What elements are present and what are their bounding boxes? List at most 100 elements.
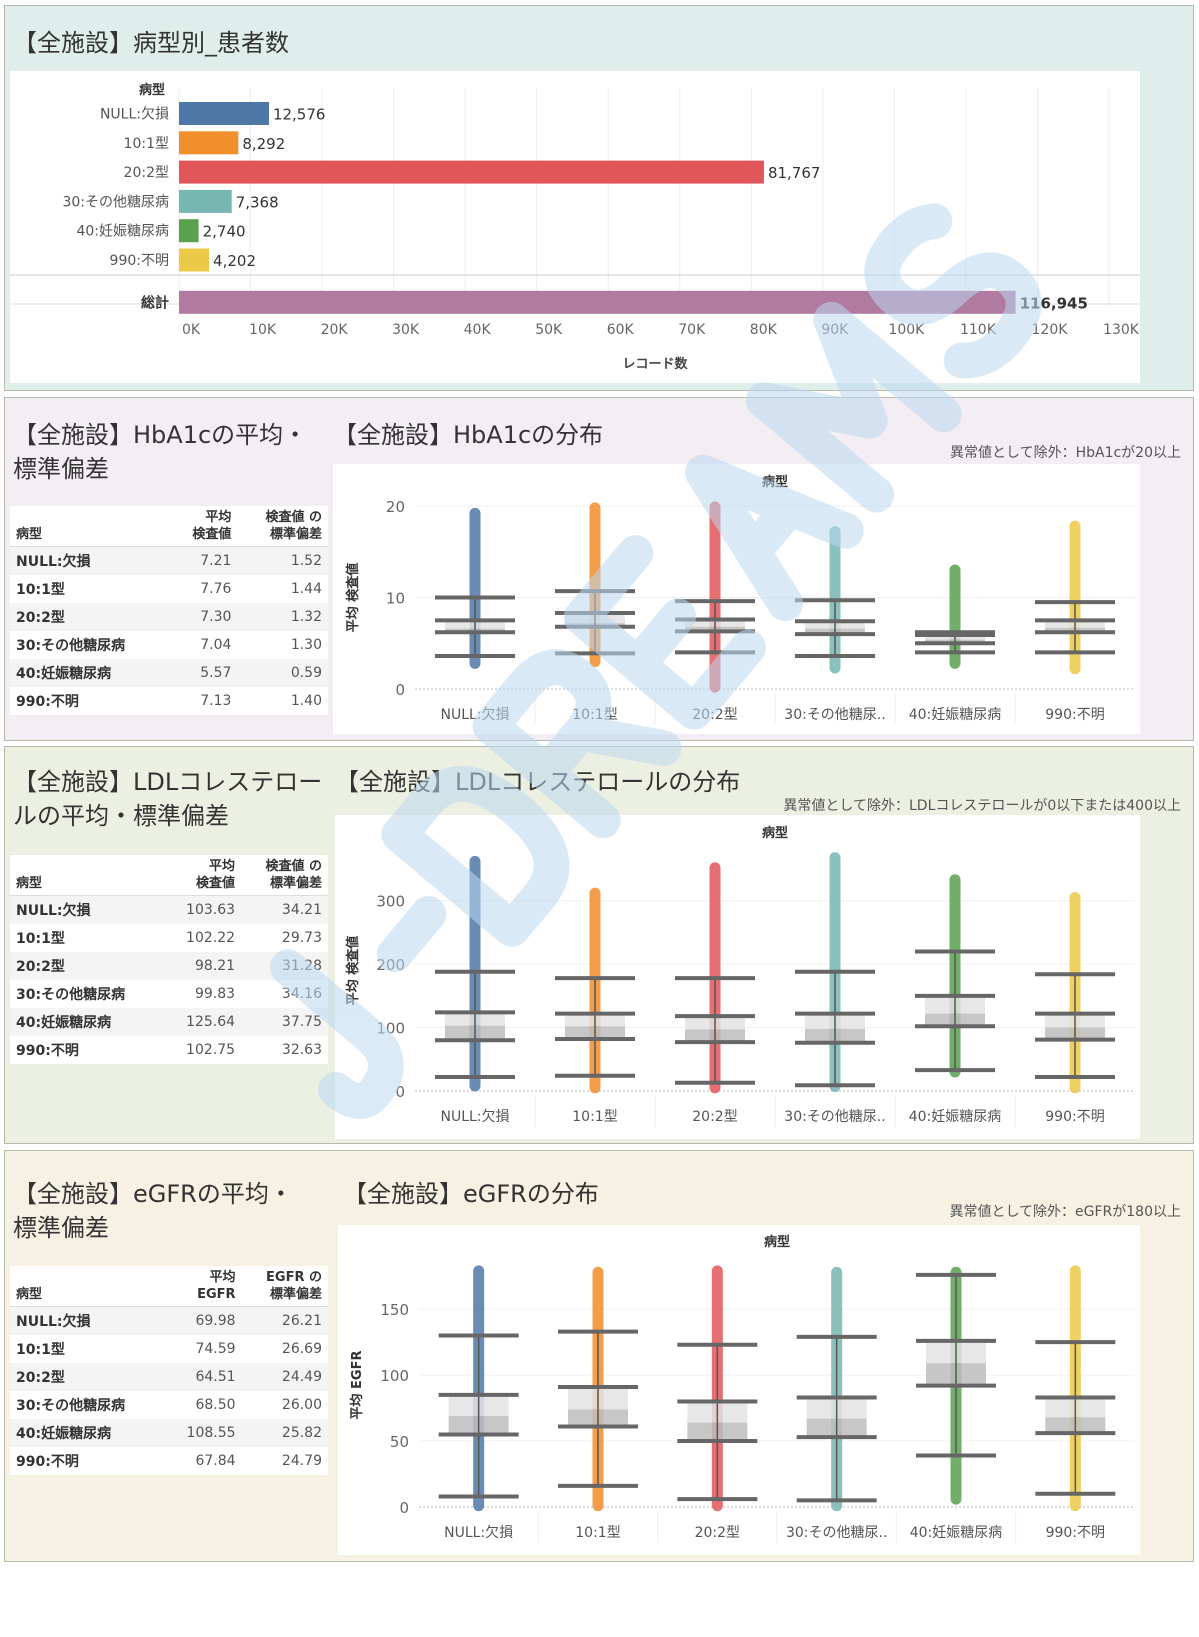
table-cell: 1.32 (237, 602, 328, 631)
y-axis-title: 平均 検査値 (345, 936, 361, 1006)
table-row: 30:その他糖尿病 7.04 1.30 (10, 631, 328, 659)
exclusion-note: 異常値として除外：LDLコレステロールが0以下または400以上 (783, 798, 1181, 814)
y-tick-label: 0 (395, 681, 405, 699)
column-header: 病型 (10, 855, 164, 896)
panel-title: 【全施設】HbA1cの平均・ 標準偏差 (13, 421, 308, 483)
table-row: NULL:欠損 7.21 1.52 (10, 546, 328, 575)
column-header: 平均 検査値 (163, 855, 242, 896)
panel-egfr: 【全施設】eGFRの平均・ 標準偏差 【全施設】eGFRの分布 異常値として除外… (4, 1150, 1194, 1562)
y-tick-label: 20 (386, 498, 405, 516)
table-cell: 69.98 (163, 1306, 242, 1335)
panel-title: 【全施設】LDLコレステロー ルの平均・標準偏差 (13, 768, 323, 830)
table-row: 40:妊娠糖尿病 108.55 25.82 (10, 1418, 328, 1447)
table-cell: 990:不明 (16, 693, 79, 710)
column-header: 病型 (762, 825, 788, 841)
table-cell: 40:妊娠糖尿病 (10, 658, 171, 687)
data-label: 4,202 (213, 252, 256, 270)
boxplot-ldl: 病型 0 100 200 300 平均 検査値 NULL:欠損 10:1型 20:2型 30:その… (345, 825, 1135, 1127)
x-tick-label: 20K (321, 322, 349, 338)
table-cell: 74.59 (195, 1340, 236, 1357)
table-cell: 10:1型 (16, 1341, 65, 1358)
table-cell: 20:2型 (10, 1362, 164, 1391)
table-cell: 29.73 (281, 929, 322, 946)
column-header: 検査値 の 標準偏差 (237, 506, 328, 547)
table-row: 20:2型 64.51 24.49 (10, 1362, 328, 1391)
table-cell: 68.50 (195, 1396, 236, 1413)
panel-title: 【全施設】病型別_患者数 (13, 29, 289, 57)
y-tick-label: 100 (380, 1367, 409, 1385)
column-header: 病型 (764, 1234, 790, 1250)
bar (179, 290, 1016, 314)
table-row: 990:不明 67.84 24.79 (10, 1447, 328, 1475)
bar (179, 248, 210, 272)
category-label: 20:2型 (124, 165, 169, 181)
category-label: 30:その他糖尿病 (62, 194, 169, 210)
x-category-label: 30:その他糖尿.. (784, 1109, 885, 1125)
x-category-label: 10:1型 (572, 707, 617, 723)
table-cell: 30:その他糖尿病 (16, 986, 126, 1003)
category-label: NULL:欠損 (100, 107, 169, 123)
data-label: 7,368 (236, 193, 279, 211)
table-row: 10:1型 102.22 29.73 (10, 924, 328, 952)
y-tick-label: 300 (376, 893, 405, 911)
x-category-label: 10:1型 (575, 1525, 620, 1541)
panel-patient-count: 【全施設】病型別_患者数 病型 0K 10K 20K 30K 40K 50K 60K 70K 80… (4, 5, 1194, 391)
x-tick-label: 90K (821, 322, 849, 338)
x-tick-label: 30K (392, 322, 420, 338)
bar (179, 102, 269, 125)
table-cell: NULL:欠損 (10, 546, 171, 575)
table-cell: 30:その他糖尿病 (16, 1397, 126, 1414)
x-tick-label: 80K (750, 322, 778, 338)
y-tick-label: 50 (390, 1433, 409, 1451)
x-tick-label: 0K (182, 322, 201, 338)
table-cell: 7.30 (170, 602, 238, 631)
table-cell: 1.40 (290, 692, 322, 709)
table-cell: 1.30 (290, 636, 322, 653)
table-cell: 7.76 (200, 580, 232, 597)
x-tick-label: 60K (607, 322, 635, 338)
column-header: 平均 EGFR (163, 1266, 242, 1307)
bar (179, 160, 764, 184)
x-tick-label: 50K (535, 322, 563, 338)
y-tick-label: 200 (376, 956, 405, 974)
table-cell: 98.21 (163, 951, 242, 980)
table-cell: 7.04 (200, 636, 232, 653)
data-label: 12,576 (273, 106, 326, 124)
table-cell: 990:不明 (16, 1042, 79, 1059)
data-label: 116,945 (1020, 294, 1088, 312)
table-cell: 5.57 (170, 658, 238, 687)
table-cell: 26.21 (241, 1306, 328, 1335)
table-cell: 7.13 (200, 692, 232, 709)
table-cell: NULL:欠損 (10, 895, 164, 924)
x-category-label: 990:不明 (1046, 1525, 1105, 1541)
data-label: 81,767 (768, 164, 821, 182)
category-label: 総計 (141, 294, 169, 311)
table-cell: 102.22 (186, 929, 236, 946)
table-cell: 102.75 (186, 1041, 236, 1058)
x-tick-label: 110K (960, 322, 997, 338)
table-cell: 990:不明 (16, 1453, 79, 1470)
x-category-label: 30:その他糖尿.. (786, 1525, 887, 1541)
y-axis-title: 平均 EGFR (349, 1351, 365, 1420)
x-category-label: 40:妊娠糖尿病 (910, 1525, 1003, 1541)
chart-title: 【全施設】HbA1cの分布 (333, 421, 604, 449)
table-cell: 40:妊娠糖尿病 (10, 1007, 164, 1036)
table-row: 20:2型 7.30 1.32 (10, 602, 328, 631)
x-tick-label: 10K (249, 322, 277, 338)
boxplot-hba1c: 病型 0 10 20 平均 検査値 NULL:欠損 10:1型 20:2型 30:その他糖尿..… (345, 474, 1135, 725)
x-category-label: NULL:欠損 (440, 707, 509, 723)
y-tick-label: 150 (380, 1301, 409, 1319)
table-row: 40:妊娠糖尿病 5.57 0.59 (10, 658, 328, 687)
x-tick-label: 100K (888, 322, 925, 338)
x-tick-label: 40K (464, 322, 492, 338)
column-header: 病型 (10, 506, 171, 547)
column-header: 平均 検査値 (170, 506, 238, 547)
y-tick-label: 0 (395, 1083, 405, 1101)
x-tick-label: 120K (1032, 322, 1069, 338)
panel-ldl: 【全施設】LDLコレステロー ルの平均・標準偏差 【全施設】LDLコレステロール… (4, 746, 1194, 1144)
table-cell: 20:2型 (10, 951, 164, 980)
table-row: 10:1型 7.76 1.44 (10, 575, 328, 603)
y-axis-title: 平均 検査値 (345, 563, 361, 633)
table-cell: 7.21 (170, 546, 238, 575)
table-cell: 108.55 (163, 1418, 242, 1447)
